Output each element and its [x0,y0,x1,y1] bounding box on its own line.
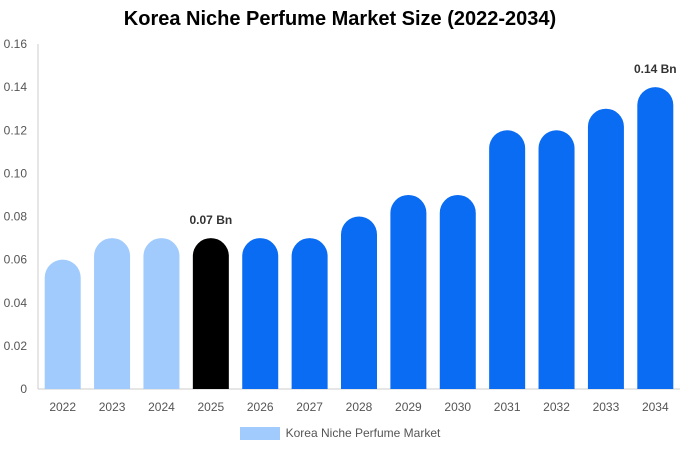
bar-2030 [439,194,476,389]
x-tick-label: 2025 [197,400,224,414]
bar-2027 [291,238,328,389]
bar-2023 [94,238,131,389]
y-tick-label: 0 [20,382,27,396]
x-tick-label: 2022 [49,400,76,414]
x-tick-label: 2031 [494,400,521,414]
x-tick-label: 2028 [346,400,373,414]
y-tick-label: 0.16 [4,37,28,51]
bar-2028 [341,216,377,389]
legend-label: Korea Niche Perfume Market [285,426,441,440]
bar-2022 [44,259,81,389]
y-tick-label: 0.06 [4,253,28,267]
x-tick-label: 2026 [247,400,274,414]
x-tick-label: 2027 [296,400,323,414]
bar-2031 [489,130,526,389]
bar-2032 [538,130,575,390]
y-tick-label: 0.12 [4,123,28,137]
legend-swatch [239,426,280,440]
x-tick-label: 2024 [148,400,175,414]
bar-2025 [192,238,229,389]
y-tick-label: 0.04 [4,296,28,310]
x-tick-label: 2033 [593,400,620,414]
y-tick-label: 0.02 [4,339,28,353]
chart-title: Korea Niche Perfume Market Size (2022-20… [123,8,557,30]
y-tick-label: 0.08 [4,210,28,224]
bar-2033 [587,108,624,389]
x-tick-label: 2032 [543,400,570,414]
data-label-2034: 0.14 Bn [634,62,677,76]
bar-2024 [143,238,180,389]
bar-2029 [390,194,427,389]
bar-2034 [637,87,674,389]
bar-2026 [242,238,279,389]
x-tick-label: 2030 [444,400,471,414]
x-tick-label: 2029 [395,400,422,414]
y-tick-label: 0.14 [4,80,28,94]
legend: Korea Niche Perfume Market [0,426,680,440]
data-label-2025: 0.07 Bn [190,213,233,227]
y-tick-label: 0.10 [4,166,28,180]
x-tick-label: 2023 [99,400,126,414]
x-tick-label: 2034 [642,400,669,414]
